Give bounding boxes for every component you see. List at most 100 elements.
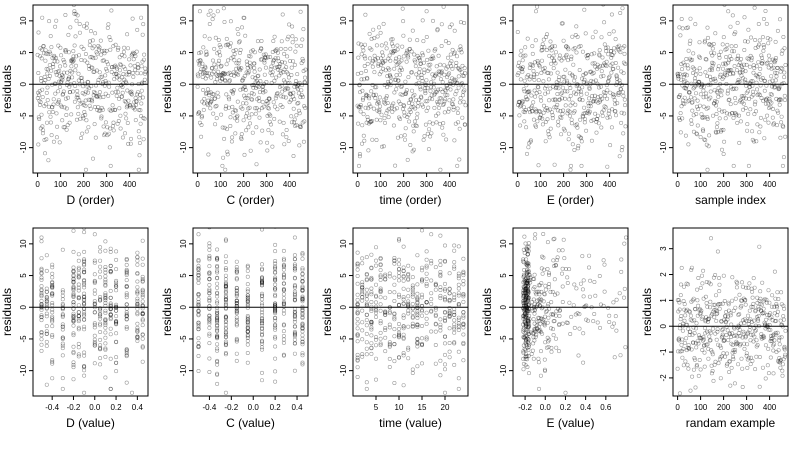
data-point — [770, 115, 775, 120]
data-point — [108, 246, 113, 251]
data-point — [766, 288, 771, 293]
data-point — [82, 350, 87, 355]
data-points — [39, 228, 145, 395]
data-point — [92, 343, 97, 348]
x-tick-label: 200 — [397, 180, 411, 189]
data-point — [76, 354, 81, 359]
data-point — [135, 271, 140, 276]
data-point — [92, 272, 97, 277]
data-point — [133, 68, 138, 73]
data-point — [429, 131, 434, 136]
y-tick-label: -10 — [19, 141, 28, 153]
data-point — [96, 105, 101, 110]
data-point — [66, 32, 71, 37]
y-tick-label: -10 — [499, 141, 508, 153]
data-point — [252, 66, 257, 71]
data-point — [719, 335, 724, 340]
data-point — [303, 105, 308, 110]
data-point — [240, 25, 245, 30]
data-point — [686, 142, 691, 147]
data-point — [690, 65, 695, 70]
data-point — [60, 290, 65, 295]
data-point — [700, 315, 705, 320]
data-point — [713, 293, 718, 298]
data-point — [223, 281, 228, 286]
data-point — [215, 346, 220, 351]
data-point — [67, 90, 72, 95]
data-point — [381, 60, 386, 65]
data-point — [82, 281, 87, 286]
data-point — [584, 91, 589, 96]
data-point — [766, 327, 771, 332]
data-point — [71, 331, 76, 336]
data-point — [525, 285, 530, 290]
data-point — [206, 152, 211, 157]
x-tick-label: 100 — [534, 180, 548, 189]
data-point — [124, 257, 129, 262]
data-point — [447, 287, 452, 292]
data-point — [739, 65, 744, 70]
data-point — [447, 286, 452, 291]
data-point — [780, 48, 785, 53]
data-point — [692, 76, 697, 81]
data-point — [429, 278, 434, 283]
data-point — [589, 52, 594, 57]
data-point — [691, 367, 696, 372]
data-point — [387, 67, 392, 72]
data-point — [584, 53, 589, 58]
data-point — [547, 107, 552, 112]
data-point — [302, 75, 307, 80]
data-point — [456, 244, 461, 249]
data-point — [114, 280, 119, 285]
data-point — [259, 280, 264, 285]
data-point — [547, 337, 552, 342]
data-point — [689, 265, 694, 270]
data-point — [721, 351, 726, 356]
data-point — [563, 54, 568, 59]
data-point — [364, 312, 369, 317]
data-point — [251, 48, 256, 53]
data-point — [234, 298, 239, 303]
data-point — [709, 363, 714, 368]
data-point — [196, 344, 201, 349]
data-point — [771, 371, 776, 376]
data-point — [383, 309, 388, 314]
data-point — [273, 264, 278, 269]
x-tick-label: 0.0 — [248, 403, 260, 412]
data-point — [83, 112, 88, 117]
data-point — [196, 320, 201, 325]
data-point — [393, 77, 398, 82]
data-point — [108, 302, 113, 307]
y-tick-label: 0 — [339, 304, 348, 309]
data-point — [599, 125, 604, 130]
data-point — [245, 62, 250, 67]
data-point — [570, 72, 575, 77]
data-point — [205, 73, 210, 78]
data-point — [357, 152, 362, 157]
data-point — [401, 353, 406, 358]
data-point — [234, 310, 239, 315]
data-point — [88, 39, 93, 44]
y-axis-label: residuals — [0, 65, 14, 113]
data-point — [292, 291, 297, 296]
data-point — [564, 44, 569, 49]
data-point — [778, 97, 783, 102]
data-point — [298, 124, 303, 129]
y-tick-label: 10 — [339, 16, 348, 25]
data-point — [539, 266, 544, 271]
data-point — [82, 324, 87, 329]
data-point — [731, 71, 736, 76]
data-point — [281, 340, 286, 345]
data-point — [419, 278, 424, 283]
data-point — [74, 63, 79, 68]
data-point — [291, 59, 296, 64]
data-point — [442, 295, 447, 300]
data-point — [36, 30, 41, 35]
data-point — [401, 274, 406, 279]
data-point — [114, 314, 119, 319]
data-point — [679, 265, 684, 270]
data-point — [219, 72, 224, 77]
data-point — [597, 273, 602, 278]
data-point — [377, 95, 382, 100]
data-point — [217, 43, 222, 48]
